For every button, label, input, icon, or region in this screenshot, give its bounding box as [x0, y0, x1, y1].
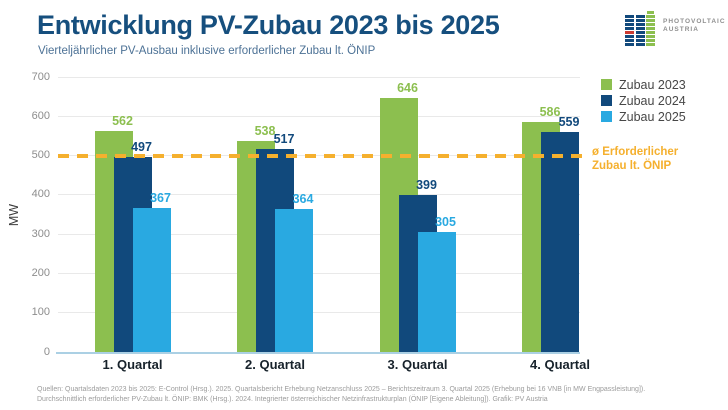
reference-line — [58, 153, 586, 158]
bar-zubau-2025-q1 — [132, 207, 171, 352]
gridline-200 — [58, 272, 580, 274]
logo-stripe — [646, 43, 655, 46]
legend-item-zubau-2025: Zubau 2025 — [601, 110, 711, 124]
logo-stripe — [625, 31, 634, 34]
logo-text-line2: AUSTRIA — [663, 26, 699, 33]
reference-line-label-line1: ø Erforderlicher — [592, 146, 679, 158]
y-tick-label-0: 0 — [43, 345, 50, 358]
logo-stripe — [635, 43, 645, 46]
logo-stripe — [646, 27, 655, 30]
x-tick-label-q4: 4. Quartal — [530, 357, 590, 372]
legend-swatch-2025 — [601, 111, 612, 122]
logo-stripe — [635, 31, 645, 34]
logo-stripe — [646, 19, 655, 22]
gridline-600 — [58, 115, 580, 117]
logo-stripe — [635, 23, 645, 26]
logo-stripe — [625, 43, 634, 46]
logo-stripe — [625, 19, 634, 22]
logo-stripe — [646, 39, 655, 42]
y-tick-label-600: 600 — [31, 109, 50, 122]
y-tick-label-400: 400 — [31, 188, 50, 201]
x-axis-line — [56, 352, 580, 354]
bar-value-zubau-2025-q3: 305 — [435, 215, 456, 230]
bar-value-zubau-2024-q4: 559 — [558, 115, 580, 130]
pv-austria-logo-text: PHOTOVOLTAIC AUSTRIA — [663, 18, 726, 34]
gridline-300 — [58, 233, 580, 235]
legend-swatch-2023 — [601, 79, 612, 90]
y-axis-title: MW — [7, 203, 21, 227]
logo-stripe — [646, 31, 655, 34]
logo-stripe — [635, 35, 645, 38]
reference-line-label-line2: Zubau lt. ÖNIP — [592, 160, 672, 172]
source-note-line1: Quellen: Quartalsdaten 2023 bis 2025: E-… — [37, 386, 646, 393]
legend-item-zubau-2023: Zubau 2023 — [601, 78, 711, 92]
bar-value-zubau-2024-q2: 517 — [273, 131, 295, 146]
bar-value-zubau-2023-q3: 646 — [397, 81, 418, 96]
y-tick-label-300: 300 — [31, 227, 50, 240]
legend-swatch-2024 — [601, 95, 612, 106]
bar-value-zubau-2023-q1: 562 — [112, 114, 133, 129]
bar-value-zubau-2024-q3: 399 — [416, 178, 437, 193]
source-note: Quellen: Quartalsdaten 2023 bis 2025: E-… — [37, 385, 713, 404]
logo-stripe — [635, 39, 645, 42]
solar-panel-logo-icon — [625, 11, 658, 47]
logo-stripe — [646, 23, 655, 26]
y-tick-label-100: 100 — [31, 306, 50, 319]
logo-stripe — [635, 27, 645, 30]
pv-austria-logo: PHOTOVOLTAIC AUSTRIA — [625, 11, 725, 49]
bar-zubau-2025-q3 — [417, 232, 456, 352]
logo-stripe — [625, 27, 634, 30]
legend-label-2023: Zubau 2023 — [619, 78, 686, 92]
bar-value-zubau-2025-q1: 367 — [150, 190, 171, 205]
source-note-line2: Durchschnittlich erforderlicher PV-Zubau… — [37, 395, 548, 403]
logo-stripe — [646, 15, 655, 18]
x-tick-label-q3: 3. Quartal — [387, 357, 448, 372]
bar-value-zubau-2025-q2: 364 — [292, 192, 314, 206]
x-tick-label-q2: 2. Quartal — [245, 357, 305, 372]
bar-zubau-2025-q2 — [275, 209, 313, 352]
bar-zubau-2024-q4 — [541, 132, 579, 352]
legend-label-2024: Zubau 2024 — [619, 94, 686, 108]
legend-item-zubau-2024: Zubau 2024 — [601, 94, 711, 108]
gridline-700 — [58, 76, 580, 78]
y-tick-label-700: 700 — [31, 70, 50, 83]
logo-stripe — [625, 23, 634, 26]
logo-stripe — [635, 15, 645, 18]
bar-value-zubau-2024-q1: 497 — [131, 139, 152, 154]
gridline-100 — [58, 312, 580, 314]
page-subtitle: Vierteljährlicher PV-Ausbau inklusive er… — [38, 45, 376, 57]
logo-stripe — [625, 39, 634, 42]
y-tick-label-500: 500 — [31, 149, 50, 162]
x-tick-label-q1: 1. Quartal — [102, 357, 163, 372]
bar-value-zubau-2023-q2: 538 — [254, 123, 276, 138]
logo-cap — [647, 11, 654, 14]
bar-value-zubau-2023-q4: 586 — [539, 104, 561, 119]
gridline-400 — [58, 194, 580, 196]
logo-stripe — [635, 19, 645, 22]
y-tick-label-200: 200 — [31, 266, 50, 279]
legend-label-2025: Zubau 2025 — [619, 110, 686, 124]
logo-stripe — [625, 35, 634, 38]
logo-stripe — [646, 35, 655, 38]
page-title: Entwicklung PV-Zubau 2023 bis 2025 — [37, 10, 500, 40]
logo-stripe — [625, 15, 634, 18]
logo-text-line1: PHOTOVOLTAIC — [663, 18, 726, 25]
